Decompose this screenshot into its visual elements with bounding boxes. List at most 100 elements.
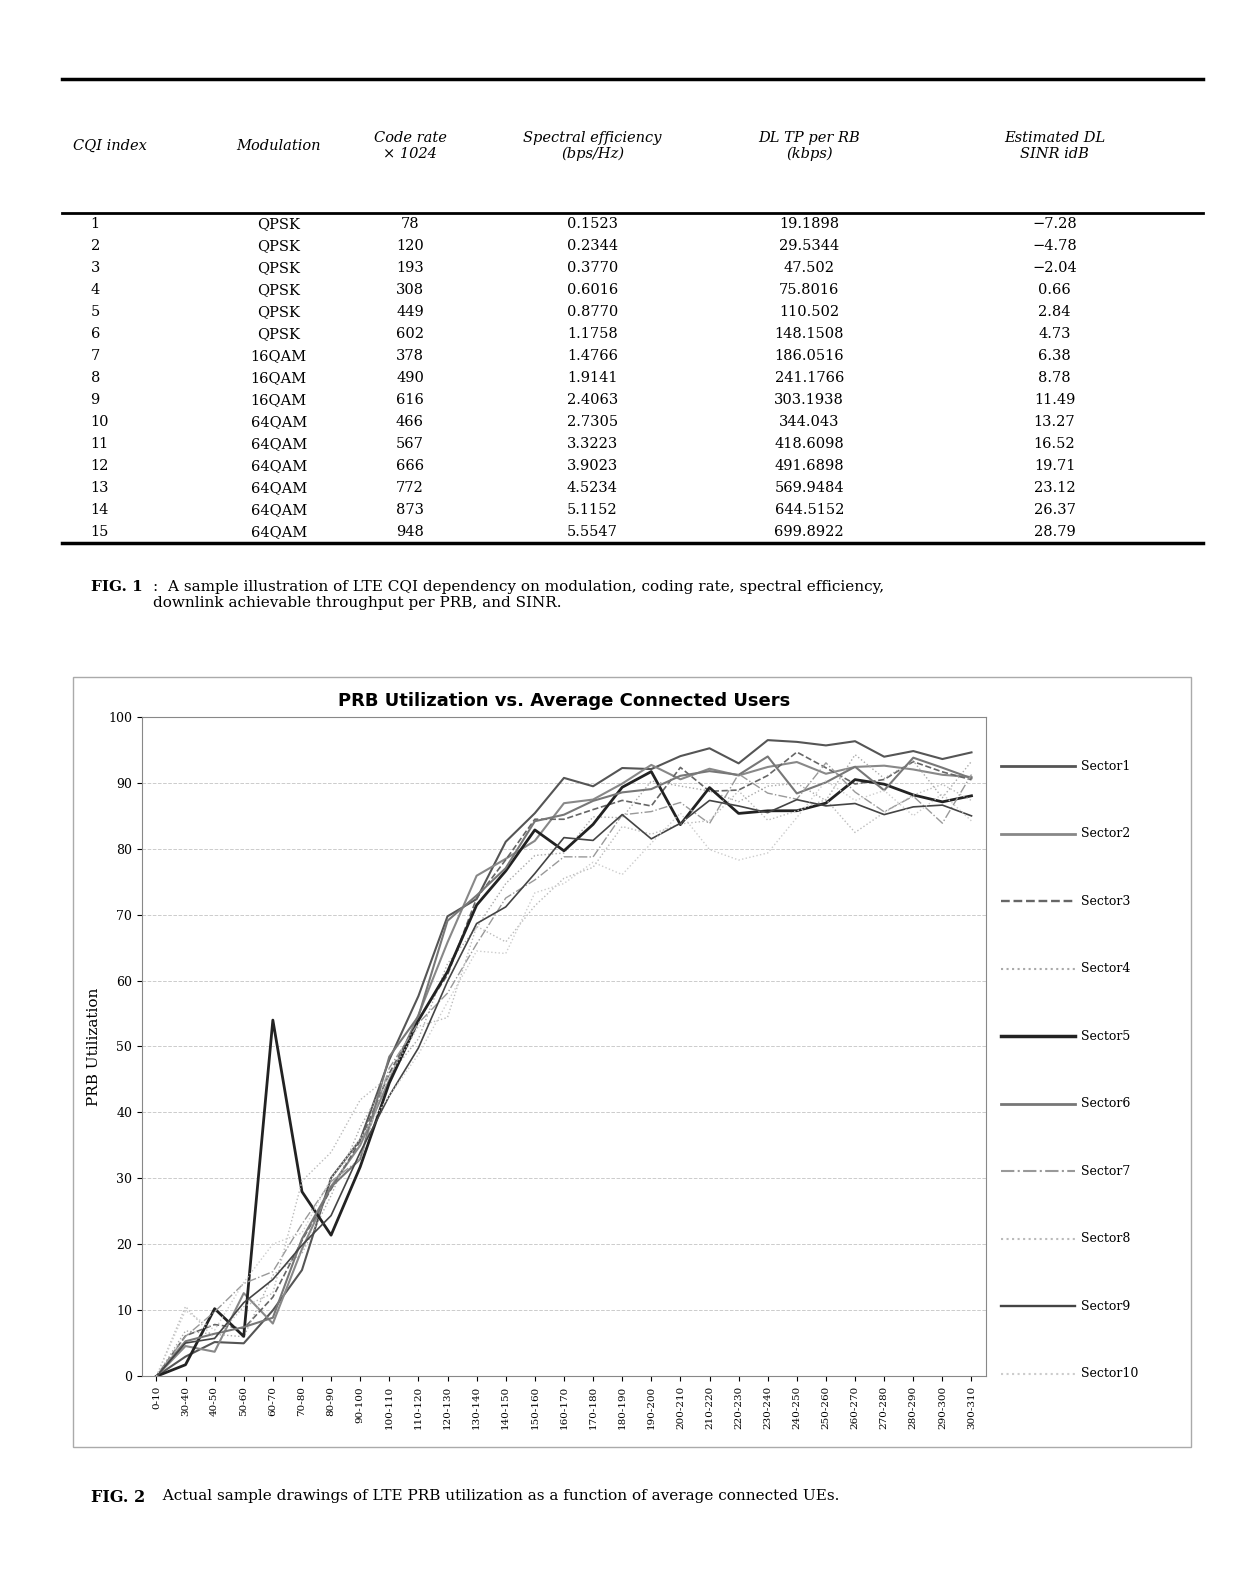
Text: 2.7305: 2.7305 [567,416,618,429]
Text: QPSK: QPSK [257,261,300,276]
Text: −2.04: −2.04 [1032,261,1076,276]
Text: 148.1508: 148.1508 [775,327,844,341]
Text: 3: 3 [91,261,100,276]
Text: 16QAM: 16QAM [250,349,306,363]
Text: 16QAM: 16QAM [250,393,306,408]
Text: 193: 193 [396,261,424,276]
Text: 11.49: 11.49 [1034,393,1075,408]
Text: 0.3770: 0.3770 [567,261,618,276]
Text: 26.37: 26.37 [1034,503,1075,518]
Text: 9: 9 [91,393,99,408]
Text: 7: 7 [91,349,99,363]
Text: 8: 8 [91,371,100,386]
Text: 491.6898: 491.6898 [775,459,844,473]
Text: 418.6098: 418.6098 [774,436,844,451]
Text: QPSK: QPSK [257,284,300,296]
Text: 23.12: 23.12 [1034,481,1075,495]
Text: 16QAM: 16QAM [250,371,306,386]
Text: 14: 14 [91,503,109,518]
Text: 13.27: 13.27 [1034,416,1075,429]
Text: 64QAM: 64QAM [250,503,306,518]
Text: 186.0516: 186.0516 [775,349,844,363]
Text: 11: 11 [91,436,109,451]
Text: 1.4766: 1.4766 [567,349,618,363]
Text: QPSK: QPSK [257,306,300,319]
Text: 64QAM: 64QAM [250,436,306,451]
Text: 5.1152: 5.1152 [567,503,618,518]
Text: 772: 772 [396,481,424,495]
Text: Spectral efficiency
(bps/Hz): Spectral efficiency (bps/Hz) [523,131,662,161]
Text: 666: 666 [396,459,424,473]
Text: 5: 5 [91,306,99,319]
Text: 3.3223: 3.3223 [567,436,618,451]
Text: 2.4063: 2.4063 [567,393,618,408]
Text: 13: 13 [91,481,109,495]
Text: 120: 120 [396,239,424,253]
Text: 948: 948 [396,526,424,540]
Text: 1.1758: 1.1758 [567,327,618,341]
Text: Estimated DL
SINR idB: Estimated DL SINR idB [1004,131,1105,161]
Text: :  A sample illustration of LTE CQI dependency on modulation, coding rate, spect: : A sample illustration of LTE CQI depen… [154,580,884,610]
Text: 0.1523: 0.1523 [567,217,618,231]
Text: 0.66: 0.66 [1038,284,1071,296]
Text: 1.9141: 1.9141 [567,371,618,386]
Text: 873: 873 [396,503,424,518]
Text: Actual sample drawings of LTE PRB utilization as a function of average connected: Actual sample drawings of LTE PRB utiliz… [154,1489,839,1504]
Text: 6.38: 6.38 [1038,349,1071,363]
Text: 28.79: 28.79 [1034,526,1075,540]
Text: 29.5344: 29.5344 [779,239,839,253]
Text: 4: 4 [91,284,99,296]
Text: 75.8016: 75.8016 [779,284,839,296]
Text: 4.5234: 4.5234 [567,481,618,495]
Text: 567: 567 [396,436,424,451]
Text: 0.2344: 0.2344 [567,239,618,253]
Text: 6: 6 [91,327,100,341]
Text: 699.8922: 699.8922 [775,526,844,540]
Text: Code rate
× 1024: Code rate × 1024 [373,131,446,161]
Text: 3.9023: 3.9023 [567,459,618,473]
Text: QPSK: QPSK [257,217,300,231]
Text: 1: 1 [91,217,99,231]
Text: 110.502: 110.502 [779,306,839,319]
Text: 16.52: 16.52 [1034,436,1075,451]
Text: 490: 490 [396,371,424,386]
Text: 308: 308 [396,284,424,296]
Text: 616: 616 [396,393,424,408]
Text: 303.1938: 303.1938 [774,393,844,408]
Text: 466: 466 [396,416,424,429]
Text: 8.78: 8.78 [1038,371,1071,386]
Text: 2: 2 [91,239,99,253]
Text: 569.9484: 569.9484 [775,481,844,495]
Text: FIG. 1: FIG. 1 [91,580,143,594]
Text: QPSK: QPSK [257,327,300,341]
Text: 449: 449 [396,306,424,319]
Text: 64QAM: 64QAM [250,526,306,540]
Text: 0.6016: 0.6016 [567,284,618,296]
Text: 644.5152: 644.5152 [775,503,844,518]
Text: 64QAM: 64QAM [250,459,306,473]
Text: Modulation: Modulation [237,139,321,153]
Text: 378: 378 [396,349,424,363]
Text: 19.1898: 19.1898 [779,217,839,231]
Text: 4.73: 4.73 [1038,327,1071,341]
Text: 2.84: 2.84 [1038,306,1071,319]
Text: −7.28: −7.28 [1032,217,1076,231]
Text: 5.5547: 5.5547 [567,526,618,540]
Text: 15: 15 [91,526,109,540]
Text: 241.1766: 241.1766 [775,371,844,386]
Text: 64QAM: 64QAM [250,416,306,429]
Text: QPSK: QPSK [257,239,300,253]
Text: 10: 10 [91,416,109,429]
Text: FIG. 2: FIG. 2 [91,1489,145,1507]
Text: 12: 12 [91,459,109,473]
Text: 19.71: 19.71 [1034,459,1075,473]
Text: 78: 78 [401,217,419,231]
Text: 0.8770: 0.8770 [567,306,618,319]
Text: −4.78: −4.78 [1032,239,1076,253]
Text: 47.502: 47.502 [784,261,835,276]
Text: CQI index: CQI index [73,139,148,153]
Text: DL TP per RB
(kbps): DL TP per RB (kbps) [759,131,861,161]
Text: 64QAM: 64QAM [250,481,306,495]
Text: 602: 602 [396,327,424,341]
Text: 344.043: 344.043 [779,416,839,429]
